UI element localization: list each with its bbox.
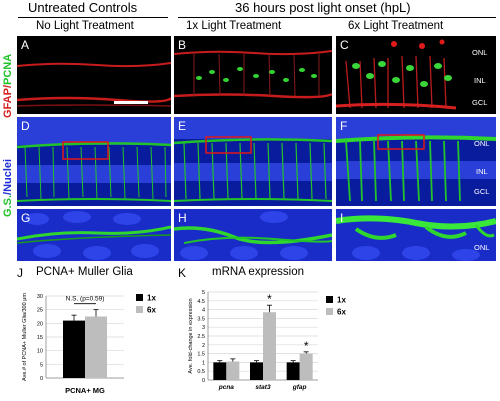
y-tick-label: 20	[37, 321, 43, 327]
header-untreated-controls: Untreated Controls	[28, 0, 138, 15]
legend-swatch	[136, 294, 143, 301]
legend-label: 1x	[337, 296, 346, 305]
panel-letter-a: A	[21, 38, 30, 52]
y-tick-label: 0.5	[197, 369, 205, 375]
chart-j-letter: J	[17, 266, 23, 280]
legend-label: 6x	[147, 306, 156, 315]
panel-letter-g: G	[21, 211, 31, 225]
panel-g: G	[17, 209, 171, 261]
layer-label-gcl-c: GCL	[472, 98, 488, 107]
y-tick-label: 5	[202, 290, 205, 296]
side-label-gs-nuclei: G.S./Nuclei	[2, 159, 14, 217]
y-tick-label: 4.5	[197, 299, 205, 305]
significance-star: *	[267, 292, 272, 306]
bar	[299, 353, 313, 380]
panel-letter-d: D	[21, 119, 30, 133]
panel-c: C ONL INL GCL	[336, 36, 496, 114]
panel-f-image	[336, 117, 496, 202]
panel-letter-h: H	[178, 211, 187, 225]
bar	[85, 316, 107, 378]
panel-h: H	[174, 209, 332, 261]
panel-e: E	[174, 117, 332, 206]
y-tick-label: 15	[37, 335, 43, 341]
panel-b-image	[174, 50, 332, 99]
y-tick-label: 30	[37, 294, 43, 300]
header-36hpl: 36 hours post light onset (hpL)	[235, 0, 411, 15]
bar	[250, 362, 263, 380]
chart-k-letter: K	[178, 266, 187, 280]
x-tick-label: gfap	[292, 384, 307, 391]
layer-label-gcl-f: GCL	[474, 187, 490, 196]
panel-letter-c: C	[340, 38, 349, 52]
panel-letter-f: F	[340, 119, 348, 133]
header-left-rule	[18, 17, 168, 18]
header-right-rule	[178, 17, 496, 18]
y-tick-label: 4	[202, 308, 205, 314]
layer-label-inl-c: INL	[474, 76, 486, 85]
panel-letter-b: B	[178, 38, 187, 52]
panel-i-image	[336, 215, 496, 261]
y-tick-label: 2.5	[197, 334, 205, 340]
legend-label: 1x	[147, 294, 156, 303]
layer-label-onl-f: ONL	[474, 139, 490, 148]
y-axis-label: Ave.# of PCNA+ Muller Glia/300 μm	[22, 293, 28, 381]
legend-swatch	[326, 296, 333, 303]
chart-j-title: PCNA+ Muller Glia	[36, 266, 133, 278]
panel-f: F ONL INL GCL	[336, 117, 496, 206]
bar	[213, 362, 227, 380]
chart-k: 0 0.5 1 1.5 2 2.5 3 3.5 4 4.5 5 Ave. fold-change in…	[188, 290, 346, 391]
panel-d-image	[17, 117, 171, 202]
bar	[226, 361, 240, 380]
col-label-no-light: No Light Treatment	[36, 20, 134, 32]
panel-d: D	[17, 117, 171, 206]
panel-a-image	[17, 62, 171, 107]
y-tick-label: 25	[37, 308, 43, 314]
col-label-1x-light: 1x Light Treatment	[186, 20, 282, 32]
bar	[286, 362, 300, 380]
layer-label-inl-f: INL	[476, 167, 488, 176]
significance-star: *	[304, 339, 309, 353]
ns-annotation: N.S. (p=0.59)	[66, 296, 105, 303]
y-tick-label: 1	[202, 360, 205, 366]
side-label-pcna: PCNA	[2, 53, 14, 85]
panel-letter-e: E	[178, 119, 187, 133]
y-tick-label: 10	[37, 349, 43, 355]
chart-j: 0 5 10 15 20 25 30 Ave.# of PCNA+ Muller Glia/3…	[22, 293, 156, 395]
panel-g-image	[17, 211, 171, 260]
y-tick-label: 2	[202, 343, 205, 349]
legend-label: 6x	[337, 308, 346, 317]
panel-letter-i: I	[340, 211, 344, 225]
y-tick-label: 3.5	[197, 316, 205, 322]
col-label-6x-light: 6x Light Treatment	[348, 20, 444, 32]
panel-e-image	[174, 117, 332, 202]
side-label-gs: G.S.	[2, 194, 14, 217]
y-tick-label: 1.5	[197, 352, 205, 358]
panel-c-image	[336, 39, 457, 110]
side-label-gfap-pcna: GFAP/PCNA	[2, 54, 14, 118]
bar	[63, 320, 85, 378]
panel-i: I ONL	[336, 209, 496, 261]
side-label-nuclei: /Nuclei	[2, 158, 14, 195]
panel-h-image	[174, 211, 332, 260]
x-tick-label: pcna	[218, 384, 235, 391]
y-tick-label: 3	[202, 325, 205, 331]
layer-label-onl-i: ONL	[474, 243, 490, 252]
legend-swatch	[326, 308, 333, 315]
chart-k-title: mRNA expression	[212, 266, 305, 278]
x-axis-label: PCNA+ MG	[65, 386, 105, 395]
y-tick-label: 0	[40, 376, 43, 382]
y-tick-label: 0	[202, 378, 205, 384]
y-axis-label: Ave. fold-change in expression	[188, 298, 194, 373]
x-tick-label: stat3	[255, 384, 271, 391]
layer-label-onl-c: ONL	[472, 48, 488, 57]
panel-a: A	[17, 36, 171, 114]
legend-swatch	[136, 306, 143, 313]
side-label-gfap: GFAP/	[2, 84, 14, 118]
y-tick-label: 5	[40, 362, 43, 368]
panel-b: B	[174, 36, 332, 114]
bar	[263, 312, 276, 380]
